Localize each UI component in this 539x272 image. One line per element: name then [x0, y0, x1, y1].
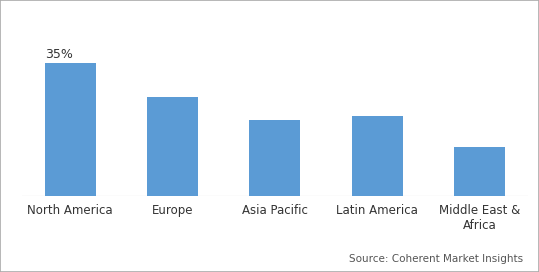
- Bar: [454, 147, 505, 196]
- Bar: [147, 97, 198, 196]
- Text: 35%: 35%: [45, 48, 72, 61]
- Bar: [351, 116, 403, 196]
- Bar: [45, 63, 96, 196]
- Text: Source: Coherent Market Insights: Source: Coherent Market Insights: [349, 254, 523, 264]
- Bar: [250, 120, 300, 196]
